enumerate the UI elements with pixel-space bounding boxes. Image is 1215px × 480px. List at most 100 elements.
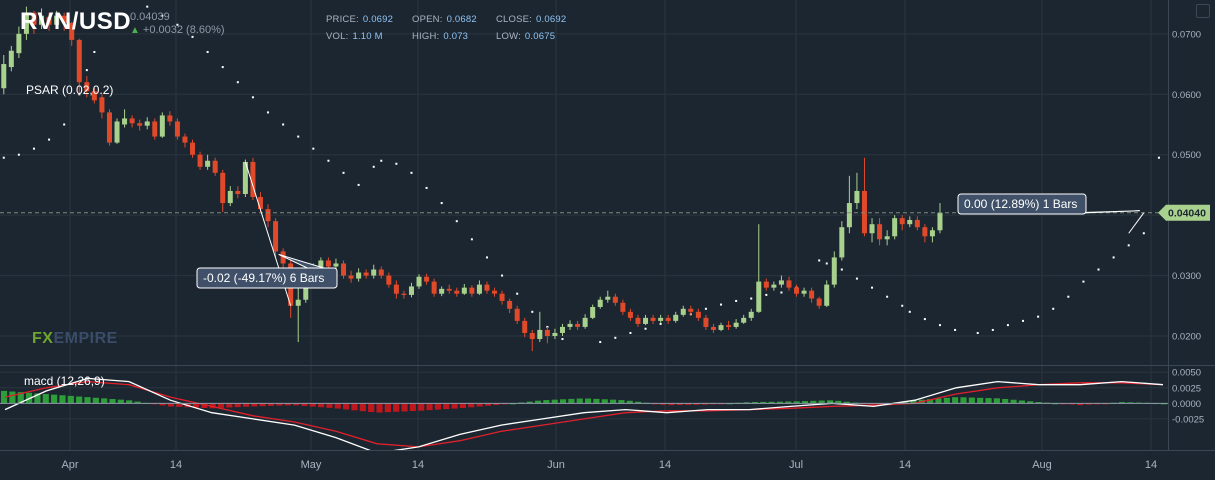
candle-up bbox=[839, 221, 845, 261]
candle-body bbox=[778, 280, 784, 285]
candle-up bbox=[205, 154, 211, 170]
macd-histogram-bar bbox=[251, 403, 258, 407]
candle-up bbox=[122, 109, 128, 128]
macd-histogram-bar bbox=[167, 403, 174, 407]
y-tick-label: 0.0500 bbox=[1172, 150, 1201, 161]
psar-dot bbox=[425, 186, 428, 189]
macd-histogram-bar bbox=[92, 397, 99, 404]
candle-body bbox=[484, 284, 490, 291]
candle-body bbox=[567, 323, 573, 327]
candle-body bbox=[771, 284, 777, 288]
annotation-box bbox=[196, 267, 338, 289]
macd-histogram-bar bbox=[376, 403, 383, 413]
macd-histogram-bar bbox=[134, 401, 141, 404]
candle-body bbox=[129, 118, 135, 124]
candle-up bbox=[552, 328, 558, 340]
macd-y-tick-label: 0.0050 bbox=[1172, 368, 1201, 379]
candle-body bbox=[273, 221, 279, 252]
candle-up bbox=[869, 218, 875, 243]
macd-histogram-bar bbox=[176, 403, 183, 407]
macd-histogram-bar bbox=[618, 400, 625, 404]
candle-up bbox=[854, 172, 860, 210]
candle-down bbox=[809, 287, 815, 303]
macd-histogram-bar bbox=[34, 393, 41, 404]
candle-body bbox=[522, 320, 528, 333]
psar-dot bbox=[1006, 324, 1009, 327]
candle-up bbox=[114, 118, 120, 144]
candle-down bbox=[129, 115, 135, 128]
candle-up bbox=[590, 304, 596, 320]
macd-histogram-bar bbox=[785, 401, 792, 404]
candle-body bbox=[718, 325, 724, 330]
candle-body bbox=[431, 281, 437, 294]
candle-body bbox=[76, 39, 82, 83]
candle-body bbox=[454, 290, 460, 294]
candle-body bbox=[801, 290, 807, 294]
candle-down bbox=[522, 317, 528, 338]
macd-histogram-bar bbox=[668, 403, 675, 406]
macd-histogram-bar bbox=[1118, 402, 1126, 404]
psar-dot bbox=[1022, 319, 1025, 322]
psar-dot bbox=[176, 23, 179, 26]
candle-body bbox=[54, 15, 60, 25]
psar-dot bbox=[780, 291, 783, 294]
macd-histogram-bar bbox=[459, 403, 466, 409]
macd-histogram-bar bbox=[868, 403, 875, 405]
candle-body bbox=[61, 15, 67, 23]
candle-body bbox=[590, 306, 596, 318]
macd-histogram-bar bbox=[743, 402, 750, 404]
psar-dot bbox=[659, 322, 662, 325]
candle-down bbox=[665, 314, 671, 324]
candle-body bbox=[824, 284, 830, 306]
macd-histogram-bar bbox=[359, 403, 366, 412]
candle-down bbox=[877, 218, 883, 246]
close-readout: CLOSE: 0.0692 bbox=[496, 14, 566, 25]
candle-down bbox=[424, 273, 430, 285]
candle-up bbox=[929, 227, 935, 243]
psar-dot bbox=[146, 5, 149, 8]
macd-panel bbox=[1, 377, 1167, 450]
candle-up bbox=[439, 286, 445, 297]
macd-histogram-bar bbox=[59, 395, 66, 404]
high-readout: HIGH: 0.073 bbox=[412, 31, 468, 42]
candle-down bbox=[378, 266, 384, 279]
candle-body bbox=[144, 121, 150, 126]
macd-histogram-bar bbox=[943, 397, 950, 404]
candle-down bbox=[922, 224, 928, 243]
logo-empire: EMPIRE bbox=[53, 330, 118, 347]
psar-dot bbox=[991, 328, 994, 331]
candle-up bbox=[16, 26, 22, 59]
psar-dot bbox=[342, 171, 345, 174]
candle-down bbox=[816, 296, 822, 309]
macd-histogram-bar bbox=[484, 403, 492, 406]
candle-body bbox=[794, 287, 800, 294]
candle-body bbox=[378, 269, 384, 276]
macd-histogram-bar bbox=[559, 399, 567, 404]
macd-histogram-bar bbox=[543, 400, 550, 404]
macd-histogram-bar bbox=[226, 403, 233, 408]
macd-histogram-bar bbox=[635, 401, 642, 404]
y-tick-label: 0.0700 bbox=[1172, 29, 1201, 40]
candle-body bbox=[673, 314, 679, 321]
psar-dot bbox=[818, 259, 821, 262]
candle-down bbox=[635, 314, 641, 327]
candle-body bbox=[877, 224, 883, 240]
settings-corner-button[interactable] bbox=[1196, 4, 1210, 18]
candle-down bbox=[393, 280, 399, 299]
candle-up bbox=[756, 224, 762, 314]
psar-dot bbox=[599, 341, 602, 344]
candle-up bbox=[907, 216, 913, 228]
candle-down bbox=[688, 305, 694, 315]
price-change: ▲ +0.0032 (8.60%) bbox=[130, 24, 225, 36]
psar-dot bbox=[1097, 268, 1100, 271]
macd-histogram-bar bbox=[276, 403, 283, 406]
psar-dot bbox=[825, 262, 828, 265]
price-change-value: +0.0032 (8.60%) bbox=[142, 24, 225, 36]
candle-body bbox=[227, 190, 233, 204]
candle-body bbox=[695, 311, 701, 318]
candle-down bbox=[386, 272, 392, 288]
macd-histogram-bar bbox=[568, 398, 575, 404]
candle-down bbox=[499, 290, 505, 305]
